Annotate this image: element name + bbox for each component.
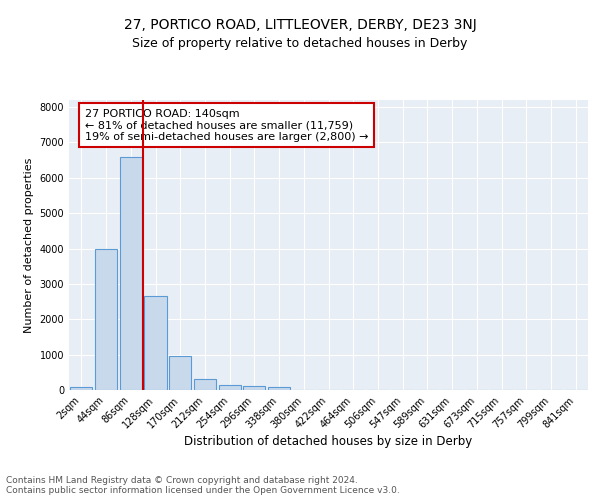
Y-axis label: Number of detached properties: Number of detached properties — [24, 158, 34, 332]
Bar — [218, 386, 241, 390]
Bar — [268, 387, 290, 390]
Bar — [243, 386, 265, 390]
X-axis label: Distribution of detached houses by size in Derby: Distribution of detached houses by size … — [184, 436, 473, 448]
Bar — [119, 156, 142, 390]
Text: 27 PORTICO ROAD: 140sqm
← 81% of detached houses are smaller (11,759)
19% of sem: 27 PORTICO ROAD: 140sqm ← 81% of detache… — [85, 108, 368, 142]
Bar — [95, 248, 117, 390]
Text: Contains HM Land Registry data © Crown copyright and database right 2024.
Contai: Contains HM Land Registry data © Crown c… — [6, 476, 400, 495]
Bar — [145, 296, 167, 390]
Text: Size of property relative to detached houses in Derby: Size of property relative to detached ho… — [133, 38, 467, 51]
Bar — [70, 387, 92, 390]
Bar — [194, 379, 216, 390]
Bar — [169, 356, 191, 390]
Text: 27, PORTICO ROAD, LITTLEOVER, DERBY, DE23 3NJ: 27, PORTICO ROAD, LITTLEOVER, DERBY, DE2… — [124, 18, 476, 32]
